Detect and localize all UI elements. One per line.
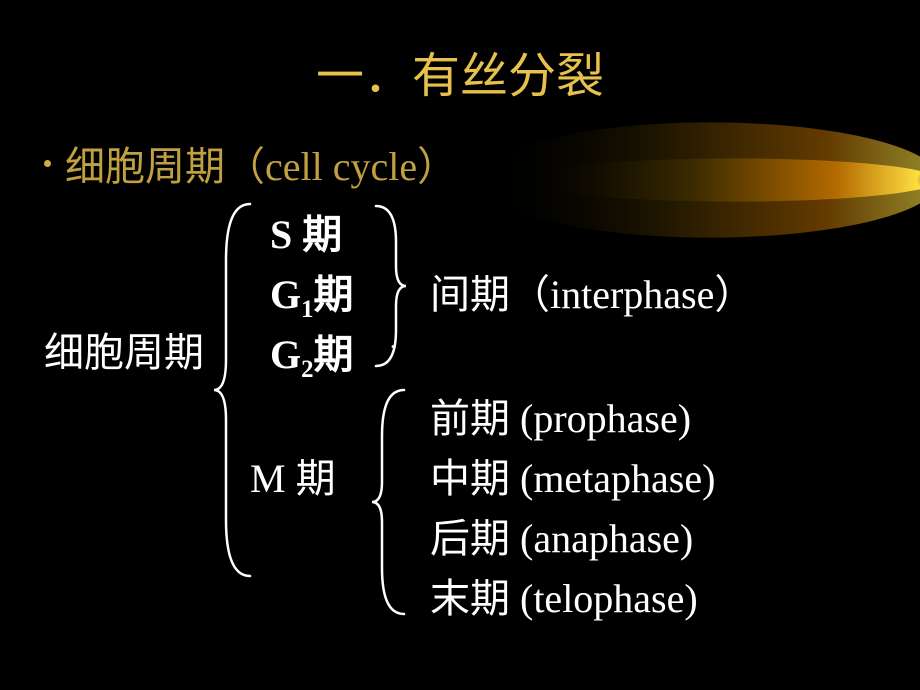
- bullet-dot-icon: [44, 160, 51, 167]
- m-item-prophase: 前期 (prophase): [430, 386, 691, 444]
- slide: 一．有丝分裂 细胞周期（cell cycle） 细胞周期 S 期 G1期 G2期…: [0, 0, 920, 690]
- phase-g1: G1期: [270, 262, 354, 320]
- interphase-label: 间期（interphase）: [430, 262, 754, 320]
- brace-mphase: [368, 386, 414, 618]
- m-item-metaphase: 中期 (metaphase): [430, 446, 715, 504]
- phase-g2: G2期: [270, 322, 354, 380]
- bullet-cell-cycle: 细胞周期（cell cycle）: [44, 134, 457, 192]
- slide-title: 一．有丝分裂: [0, 36, 920, 106]
- brace-main: [210, 200, 260, 580]
- root-label: 细胞周期: [44, 320, 204, 378]
- m-item-telophase: 末期 (telophase): [430, 566, 698, 624]
- m-item-anaphase: 后期 (anaphase): [430, 506, 693, 564]
- phase-s: S 期: [270, 202, 342, 260]
- stray-dot: .: [390, 328, 396, 355]
- glow-streak: [480, 120, 920, 240]
- phase-m-label: M 期: [250, 446, 336, 504]
- bullet-text: 细胞周期（cell cycle）: [65, 134, 457, 192]
